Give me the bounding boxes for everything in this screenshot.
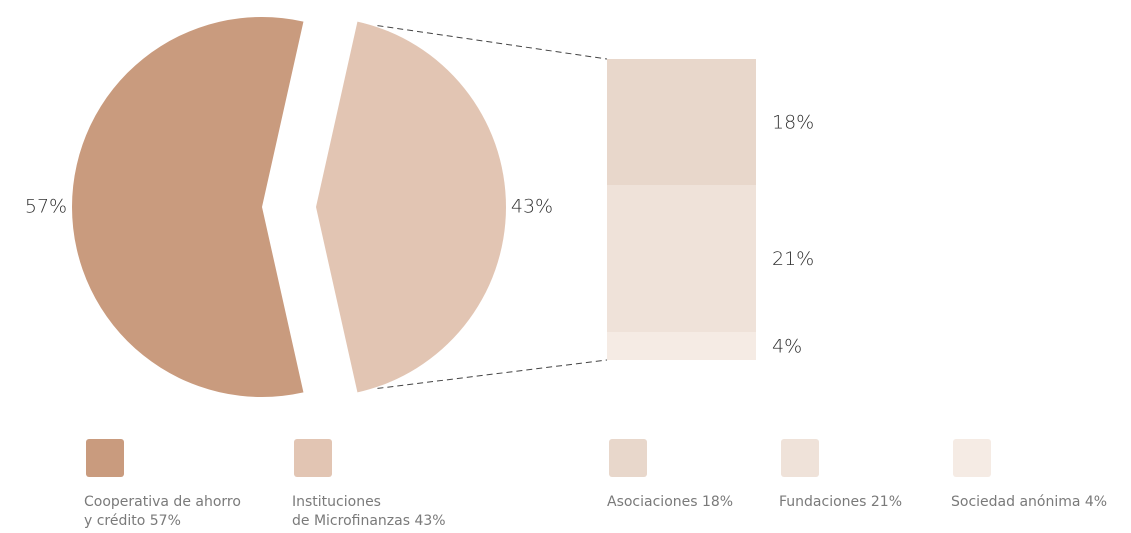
legend-label: Cooperativa de ahorro y crédito 57%	[84, 494, 241, 529]
legend-swatch	[781, 439, 819, 477]
legend-swatch	[953, 439, 991, 477]
legend-label: Asociaciones 18%	[607, 494, 734, 510]
pie-slice	[316, 21, 507, 393]
legend-swatch	[294, 439, 332, 477]
bar-segment	[607, 185, 756, 332]
legend-label: Fundaciones 21%	[779, 494, 902, 510]
bar-segment	[607, 332, 756, 360]
legend-swatch	[609, 439, 647, 477]
connector	[377, 359, 608, 389]
connector	[377, 25, 608, 60]
legend-label: Instituciones de Microfinanzas 43%	[292, 494, 446, 529]
pie-slice	[72, 16, 304, 397]
bar-label: 18%	[772, 112, 814, 134]
slice-label: 57%	[25, 196, 67, 218]
legend-label: Sociedad anónima 4%	[951, 494, 1108, 510]
bar-segment	[607, 59, 756, 185]
slice-label: 43%	[511, 196, 553, 218]
legend-swatch	[86, 439, 124, 477]
bar-label: 4%	[772, 336, 802, 358]
bar-label: 21%	[772, 248, 814, 270]
